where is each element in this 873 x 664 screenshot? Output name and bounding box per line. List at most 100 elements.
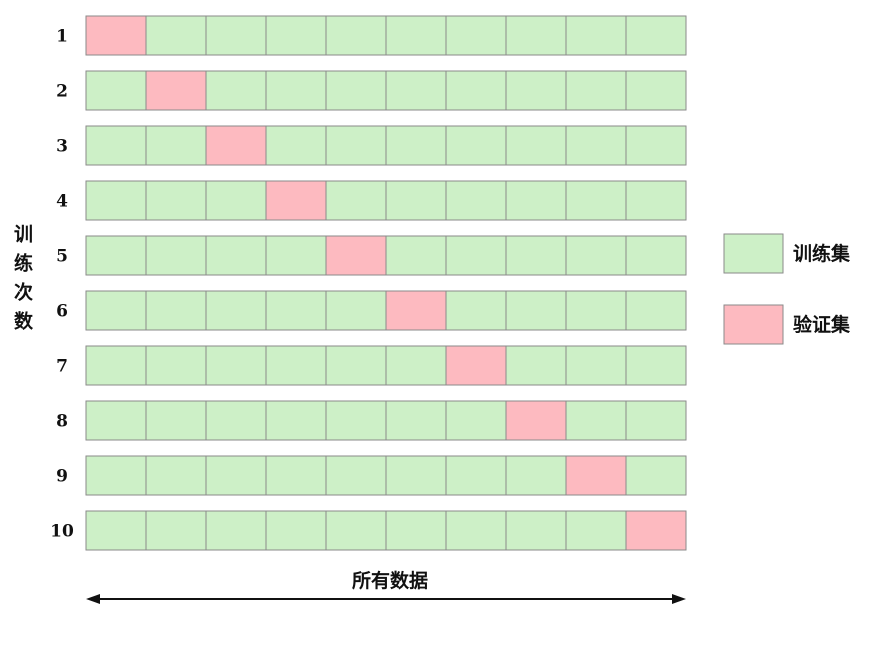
training-block [265,125,327,166]
training-block [625,70,687,111]
training-block [565,235,627,276]
training-block [145,290,207,331]
training-block [265,400,327,441]
training-block [445,15,507,56]
training-block [265,15,327,56]
training-block [565,290,627,331]
training-block [445,125,507,166]
training-block [445,290,507,331]
training-block [85,290,147,331]
x-axis-label: 所有数据 [352,569,428,592]
training-block [385,455,447,496]
validation-block [505,400,567,441]
training-block [85,510,147,551]
fold-row [85,235,687,276]
training-block [205,455,267,496]
training-block [325,345,387,386]
row-label: 3 [56,137,68,157]
training-block [265,345,327,386]
training-block [85,235,147,276]
training-block [385,125,447,166]
training-block [265,290,327,331]
training-block [625,180,687,221]
validation-block [325,235,387,276]
training-block [445,400,507,441]
training-block [145,125,207,166]
training-block [85,455,147,496]
training-block [565,180,627,221]
training-block [445,235,507,276]
training-block [505,345,567,386]
training-block [205,400,267,441]
training-block [505,15,567,56]
training-block [445,180,507,221]
training-block [565,70,627,111]
arrow-left-head [86,594,100,604]
fold-row [85,290,687,331]
fold-row [85,125,687,166]
row-label: 1 [56,27,68,47]
row-label: 6 [56,302,68,322]
validation-block [625,510,687,551]
training-block [505,235,567,276]
row-label: 2 [56,82,68,102]
training-block [325,290,387,331]
training-block [325,455,387,496]
legend-validation-swatch [723,304,784,345]
validation-block [205,125,267,166]
legend-train-swatch [723,233,784,274]
training-block [325,180,387,221]
training-block [625,290,687,331]
fold-row [85,455,687,496]
training-block [565,400,627,441]
training-block [265,510,327,551]
row-label: 9 [56,467,68,487]
training-block [565,510,627,551]
training-block [205,70,267,111]
training-block [385,345,447,386]
training-block [85,345,147,386]
row-label: 10 [50,522,74,542]
validation-block [385,290,447,331]
training-block [625,235,687,276]
training-block [265,235,327,276]
training-block [325,510,387,551]
training-block [385,15,447,56]
row-labels: 1 2 3 4 5 6 7 8 9 10 [50,27,74,542]
training-block [505,70,567,111]
training-block [85,180,147,221]
training-block [145,345,207,386]
training-block [565,15,627,56]
training-block [385,180,447,221]
row-label: 7 [56,357,68,377]
validation-block [85,15,147,56]
x-axis-arrow [86,594,686,604]
row-label: 5 [56,247,68,267]
training-block [85,70,147,111]
training-block [505,125,567,166]
training-block [145,180,207,221]
training-block [145,235,207,276]
legend: 训练集 验证集 [723,233,851,345]
validation-block [265,180,327,221]
legend-validation-label: 验证集 [793,313,851,336]
training-block [505,455,567,496]
fold-row [85,180,687,221]
training-block [205,180,267,221]
row-label: 8 [56,412,68,432]
training-block [205,345,267,386]
training-block [565,125,627,166]
fold-row [85,15,687,56]
training-block [325,15,387,56]
training-block [85,125,147,166]
training-block [625,125,687,166]
row-label: 4 [56,192,68,212]
fold-row [85,510,687,551]
training-block [505,290,567,331]
training-block [385,70,447,111]
training-block [205,235,267,276]
training-block [85,400,147,441]
training-block [205,290,267,331]
training-block [385,510,447,551]
